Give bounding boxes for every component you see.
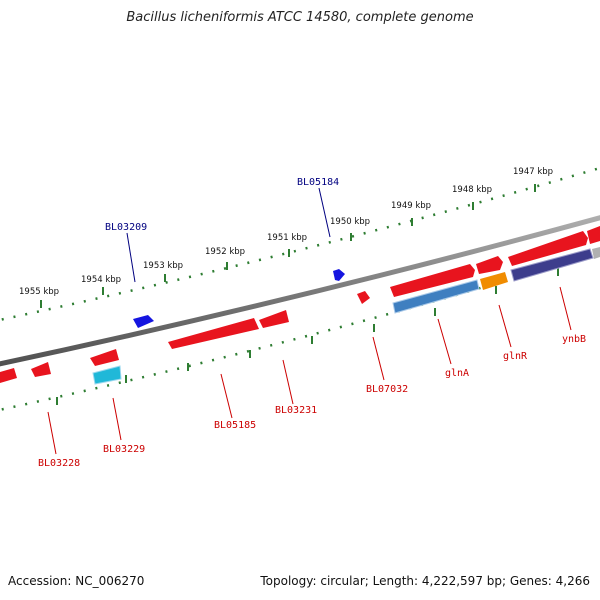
blue-feature-bl03209[interactable]: [133, 315, 154, 328]
annotation-bars: [92, 247, 600, 385]
gene-label-bl05185[interactable]: BL05185: [214, 420, 256, 431]
blue-feature-bl05184[interactable]: [333, 269, 345, 281]
genome-backbone: [0, 215, 600, 367]
glnA-bar: [392, 279, 480, 314]
gene-label-ynbB[interactable]: ynbB: [562, 334, 586, 345]
gene-label-bl03229[interactable]: BL03229: [103, 444, 145, 455]
tick-label-1954: 1954 kbp: [81, 275, 121, 285]
cds-bl03229[interactable]: [90, 349, 119, 366]
page-title: Bacillus licheniformis ATCC 14580, compl…: [126, 10, 474, 25]
ynbB-bar: [510, 248, 594, 282]
reverse-features[interactable]: [0, 310, 289, 383]
tick-label-1949: 1949 kbp: [391, 201, 431, 211]
outer-scale-arc: [0, 166, 600, 322]
gene-label-glnA[interactable]: glnA: [445, 368, 469, 379]
tick-label-1953: 1953 kbp: [143, 261, 183, 271]
tick-label-1955: 1955 kbp: [19, 287, 59, 297]
topology-text: Topology: circular; Length: 4,222,597 bp…: [260, 574, 590, 588]
forward-features[interactable]: [133, 226, 600, 328]
accession-text: Accession: NC_006270: [8, 574, 145, 588]
cds-bl03228[interactable]: [31, 362, 51, 377]
cds-bl07032[interactable]: [357, 291, 370, 304]
cds-bl03231[interactable]: [259, 310, 289, 328]
gene-label-bl07032[interactable]: BL07032: [366, 384, 408, 395]
gene-label-glnR[interactable]: glnR: [503, 351, 528, 362]
gene-label-bl03231[interactable]: BL03231: [275, 405, 317, 416]
gene-label-bl05184[interactable]: BL05184: [297, 177, 339, 188]
outer-major-ticks: [40, 184, 536, 308]
tick-label-1948: 1948 kbp: [452, 185, 492, 195]
tick-label-1952: 1952 kbp: [205, 247, 245, 257]
connector-lines: [47, 187, 572, 455]
cds-glnA[interactable]: [390, 264, 475, 297]
gene-label-bl03228[interactable]: BL03228: [38, 458, 80, 469]
inner-major-ticks: [56, 268, 559, 405]
grey-bar: [592, 247, 600, 259]
tick-label-1950: 1950 kbp: [330, 217, 370, 227]
gene-label-bl03209[interactable]: BL03209: [105, 222, 147, 233]
tick-label-1951: 1951 kbp: [267, 233, 307, 243]
cyan-bar: [92, 365, 122, 385]
tick-label-1947: 1947 kbp: [513, 167, 553, 177]
cds-next[interactable]: [587, 226, 600, 244]
cds-ynbB[interactable]: [508, 231, 588, 266]
glnR-bar: [480, 272, 508, 290]
cds-glnR[interactable]: [476, 256, 503, 274]
cds-bl03228-left[interactable]: [0, 368, 17, 383]
cds-bl05185[interactable]: [168, 318, 259, 349]
